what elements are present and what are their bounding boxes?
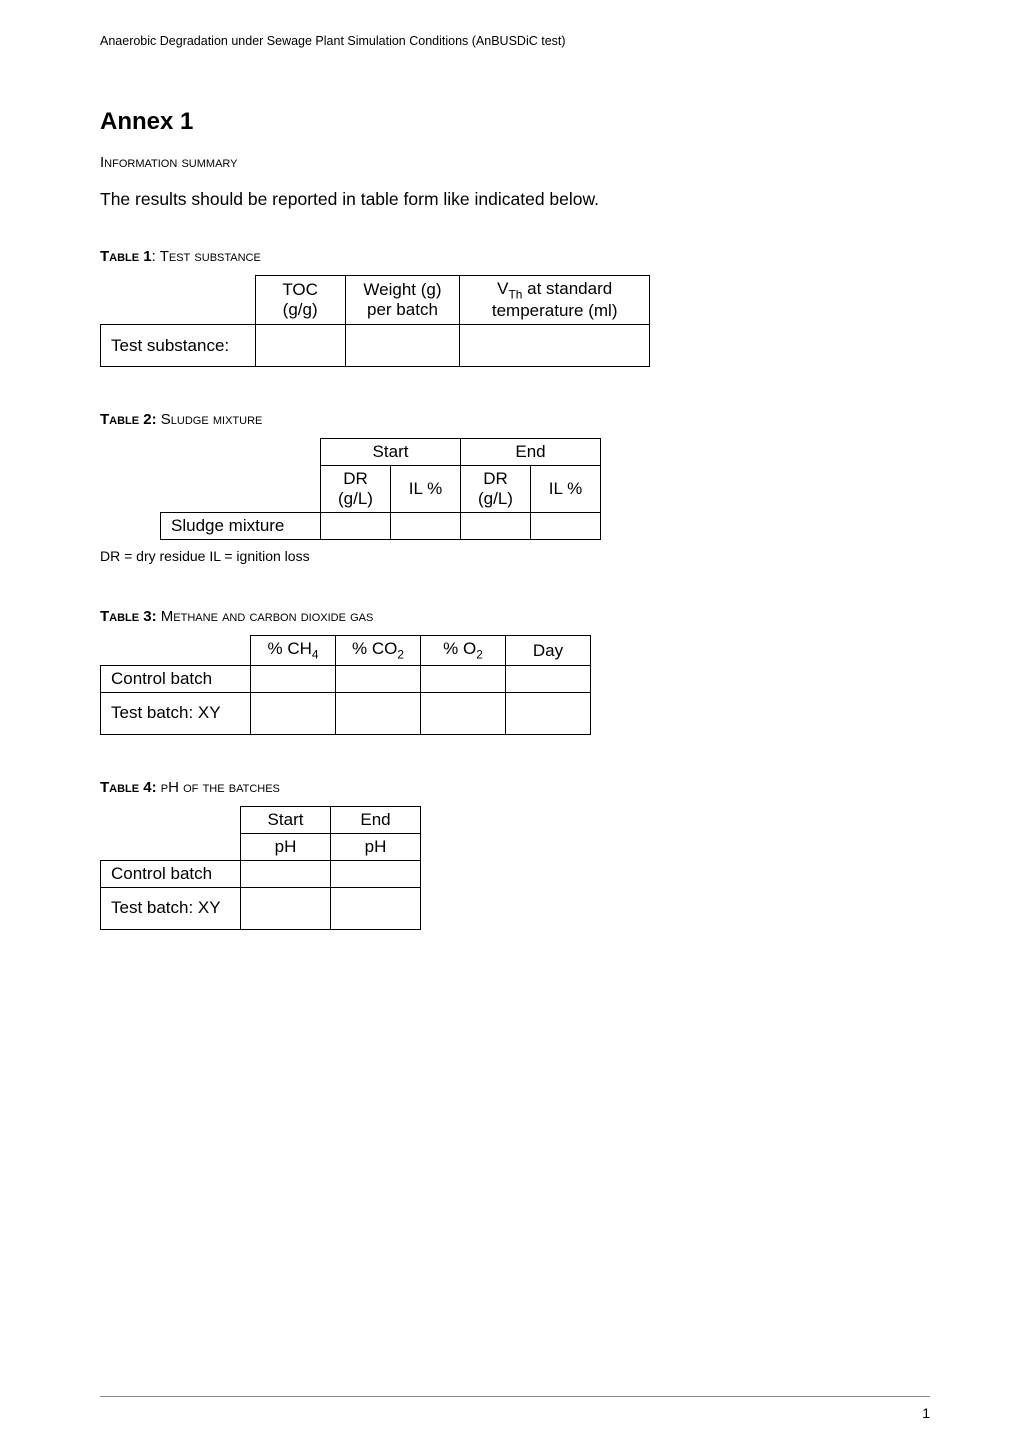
- table3-header-o2: % O2: [421, 636, 506, 665]
- table2-cell-il-start: [391, 513, 461, 540]
- table2-caption: Table 2: Sludge mixture: [100, 411, 930, 428]
- table3-row0-label: Control batch: [101, 665, 251, 692]
- table3-caption-bold: Table 3:: [100, 608, 157, 625]
- table-row: Sludge mixture: [161, 513, 601, 540]
- table1-caption-rest: : Test substance: [152, 248, 261, 265]
- table1: TOC (g/g) Weight (g) per batch VTh at st…: [100, 275, 650, 367]
- table2-header-il-start: IL %: [391, 466, 461, 513]
- table4: Start End pH pH Control batch Test batch…: [100, 806, 421, 930]
- table3-caption-rest: Methane and carbon dioxide gas: [157, 608, 374, 625]
- table2-note: DR = dry residue IL = ignition loss: [100, 548, 930, 564]
- table4-row1-end: [331, 887, 421, 929]
- table3-row1-day: [506, 692, 591, 734]
- table4-caption-rest: pH of the batches: [157, 779, 280, 796]
- table4-row0-end: [331, 860, 421, 887]
- table3-row1-co2: [336, 692, 421, 734]
- annex-title: Annex 1: [100, 108, 930, 136]
- table3-row1-ch4: [251, 692, 336, 734]
- table4-row0-start: [241, 860, 331, 887]
- table2-header-dr-start: DR (g/L): [321, 466, 391, 513]
- table3-row0-co2: [336, 665, 421, 692]
- table4-row1-label: Test batch: XY: [101, 887, 241, 929]
- table3-row0-ch4: [251, 665, 336, 692]
- table-row: Control batch: [101, 665, 591, 692]
- table3-row0-o2: [421, 665, 506, 692]
- table-row: pH pH: [101, 833, 421, 860]
- table3-row1-label: Test batch: XY: [101, 692, 251, 734]
- table1-cell-weight: [345, 325, 460, 367]
- table4-caption-bold: Table 4:: [100, 779, 157, 796]
- table3-caption: Table 3: Methane and carbon dioxide gas: [100, 608, 930, 625]
- table2-header-dr-end: DR (g/L): [461, 466, 531, 513]
- table2-cell-dr-end: [461, 513, 531, 540]
- table1-header-vth: VTh at standard temperature (ml): [460, 276, 650, 325]
- footer-rule: [100, 1396, 930, 1397]
- table3: % CH4 % CO2 % O2 Day Control batch Test …: [100, 635, 591, 734]
- table-row: TOC (g/g) Weight (g) per batch VTh at st…: [101, 276, 650, 325]
- running-header: Anaerobic Degradation under Sewage Plant…: [100, 34, 930, 48]
- table1-caption-bold: Table 1: [100, 248, 152, 265]
- page-number: 1: [922, 1405, 930, 1421]
- intro-text: The results should be reported in table …: [100, 189, 930, 210]
- table4-header-start: Start: [241, 806, 331, 833]
- table4-header-ph-start: pH: [241, 833, 331, 860]
- table4-header-ph-end: pH: [331, 833, 421, 860]
- table3-header-co2: % CO2: [336, 636, 421, 665]
- table4-caption: Table 4: pH of the batches: [100, 779, 930, 796]
- table-row: % CH4 % CO2 % O2 Day: [101, 636, 591, 665]
- table-row: Test batch: XY: [101, 692, 591, 734]
- table2-header-end: End: [461, 439, 601, 466]
- table-row: Test batch: XY: [101, 887, 421, 929]
- table1-header-toc: TOC (g/g): [255, 276, 345, 325]
- table1-caption: Table 1: Test substance: [100, 248, 930, 265]
- table2: Start End DR (g/L) IL % DR (g/L) IL % Sl…: [160, 438, 601, 540]
- table2-caption-bold: Table 2:: [100, 411, 157, 428]
- table2-caption-rest: Sludge mixture: [157, 411, 263, 428]
- table2-header-start: Start: [321, 439, 461, 466]
- table3-header-day: Day: [506, 636, 591, 665]
- table2-row-label: Sludge mixture: [161, 513, 321, 540]
- table-row: Test substance:: [101, 325, 650, 367]
- table4-header-end: End: [331, 806, 421, 833]
- table3-row1-o2: [421, 692, 506, 734]
- table-row: Start End: [161, 439, 601, 466]
- table-row: DR (g/L) IL % DR (g/L) IL %: [161, 466, 601, 513]
- table2-cell-il-end: [531, 513, 601, 540]
- table3-row0-day: [506, 665, 591, 692]
- table-row: Control batch: [101, 860, 421, 887]
- table4-row1-start: [241, 887, 331, 929]
- table2-cell-dr-start: [321, 513, 391, 540]
- table1-cell-vth: [460, 325, 650, 367]
- table1-cell-toc: [255, 325, 345, 367]
- table-row: Start End: [101, 806, 421, 833]
- table1-header-weight: Weight (g) per batch: [345, 276, 460, 325]
- table3-header-ch4: % CH4: [251, 636, 336, 665]
- info-summary: Information summary: [100, 154, 930, 171]
- table4-row0-label: Control batch: [101, 860, 241, 887]
- table2-header-il-end: IL %: [531, 466, 601, 513]
- table1-row-label: Test substance:: [101, 325, 256, 367]
